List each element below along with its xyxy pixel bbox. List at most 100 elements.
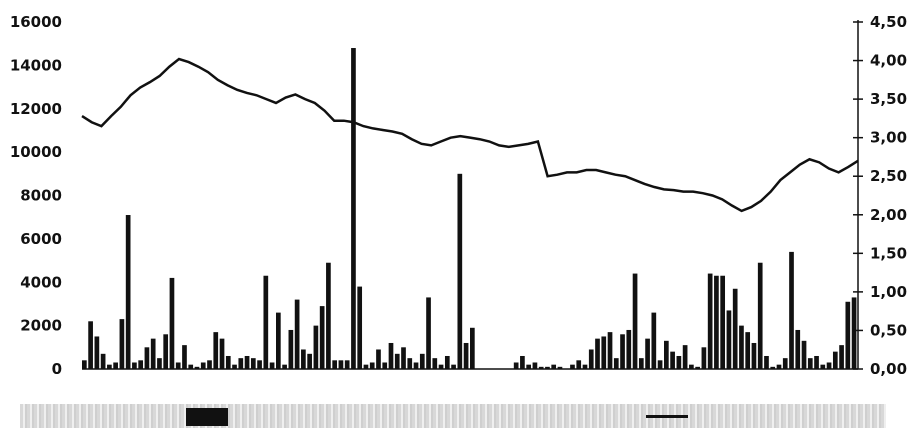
bar — [82, 360, 87, 369]
bar — [169, 277, 175, 369]
bar — [188, 364, 194, 369]
bar — [582, 364, 588, 369]
line-series — [81, 57, 859, 213]
bar — [795, 329, 801, 369]
bar-series — [82, 48, 857, 370]
bar — [194, 366, 200, 369]
left-tick-label: 8000 — [20, 187, 62, 205]
bar — [213, 332, 219, 369]
bar — [319, 306, 325, 369]
bar — [451, 364, 456, 369]
legend — [20, 404, 886, 428]
left-tick-label: 4000 — [20, 273, 62, 291]
bar — [551, 364, 557, 369]
bar — [845, 301, 851, 369]
bar — [413, 362, 419, 369]
bar — [682, 345, 688, 369]
bar — [382, 362, 388, 369]
bar — [257, 360, 262, 369]
bar — [182, 345, 187, 369]
bar — [344, 360, 350, 369]
right-tick-label: 2,50 — [870, 167, 907, 185]
bar — [651, 312, 657, 369]
bar — [307, 353, 312, 369]
bar — [207, 360, 212, 369]
bar — [457, 173, 463, 369]
bar — [570, 364, 575, 369]
bar — [113, 362, 118, 369]
bar — [613, 358, 619, 369]
bar — [745, 332, 751, 369]
bar — [851, 297, 857, 369]
bar — [695, 366, 700, 369]
left-tick-label: 10000 — [10, 143, 62, 161]
bar — [94, 336, 100, 369]
bar — [388, 342, 394, 369]
bar — [751, 342, 757, 369]
bar — [132, 362, 137, 369]
right-tick-label: 3,50 — [870, 90, 907, 108]
bar — [150, 338, 156, 369]
bar — [163, 334, 169, 369]
bar — [601, 336, 607, 369]
bar — [595, 338, 600, 369]
bar — [125, 215, 131, 369]
bar — [832, 351, 838, 369]
bar — [288, 329, 294, 369]
bar — [401, 347, 406, 369]
bar — [770, 366, 776, 369]
bar — [332, 360, 338, 369]
bar — [732, 288, 738, 369]
bar — [294, 299, 300, 369]
bar — [532, 362, 538, 369]
legend-bar-swatch — [186, 408, 228, 426]
right-tick-label: 4,50 — [870, 13, 907, 31]
right-tick-label: 1,00 — [870, 283, 907, 301]
bar — [219, 338, 225, 369]
right-tick-label: 4,00 — [870, 52, 907, 70]
right-tick-label: 0,50 — [870, 321, 907, 339]
bar — [664, 340, 669, 369]
bar — [338, 360, 344, 369]
right-tick-label: 1,50 — [870, 244, 907, 262]
bar — [714, 275, 719, 369]
bar — [657, 360, 663, 369]
bar — [282, 364, 287, 369]
bar — [557, 366, 563, 369]
bar — [376, 349, 381, 369]
bar — [326, 262, 331, 369]
bar — [444, 355, 450, 369]
bar — [526, 364, 532, 369]
bar — [607, 332, 613, 369]
bar — [470, 327, 475, 369]
bar — [826, 362, 832, 369]
bar — [801, 340, 807, 369]
left-tick-label: 0 — [52, 360, 62, 378]
bar — [776, 364, 782, 369]
bar — [720, 275, 726, 369]
bar — [407, 358, 413, 369]
bar — [438, 364, 444, 369]
bar — [238, 358, 244, 369]
bar — [276, 312, 281, 369]
bar — [701, 347, 707, 369]
bar — [632, 273, 638, 369]
bar — [676, 355, 682, 369]
bar — [313, 325, 319, 370]
bar — [520, 355, 525, 369]
bar — [363, 364, 369, 369]
bar — [626, 329, 632, 369]
bar — [588, 349, 594, 369]
left-tick-label: 16000 — [10, 13, 62, 31]
bar — [301, 349, 306, 369]
bar — [807, 358, 813, 369]
bar — [739, 325, 744, 370]
bar — [138, 360, 144, 369]
right-tick-label: 0,00 — [870, 360, 907, 378]
chart: 0 2000 4000 6000 8000 10000 12000 14000 16000 0,… — [10, 13, 907, 378]
bar — [513, 362, 519, 369]
bar — [620, 334, 625, 369]
bar — [432, 358, 438, 369]
bar — [100, 353, 106, 369]
legend-line-swatch — [646, 415, 688, 418]
